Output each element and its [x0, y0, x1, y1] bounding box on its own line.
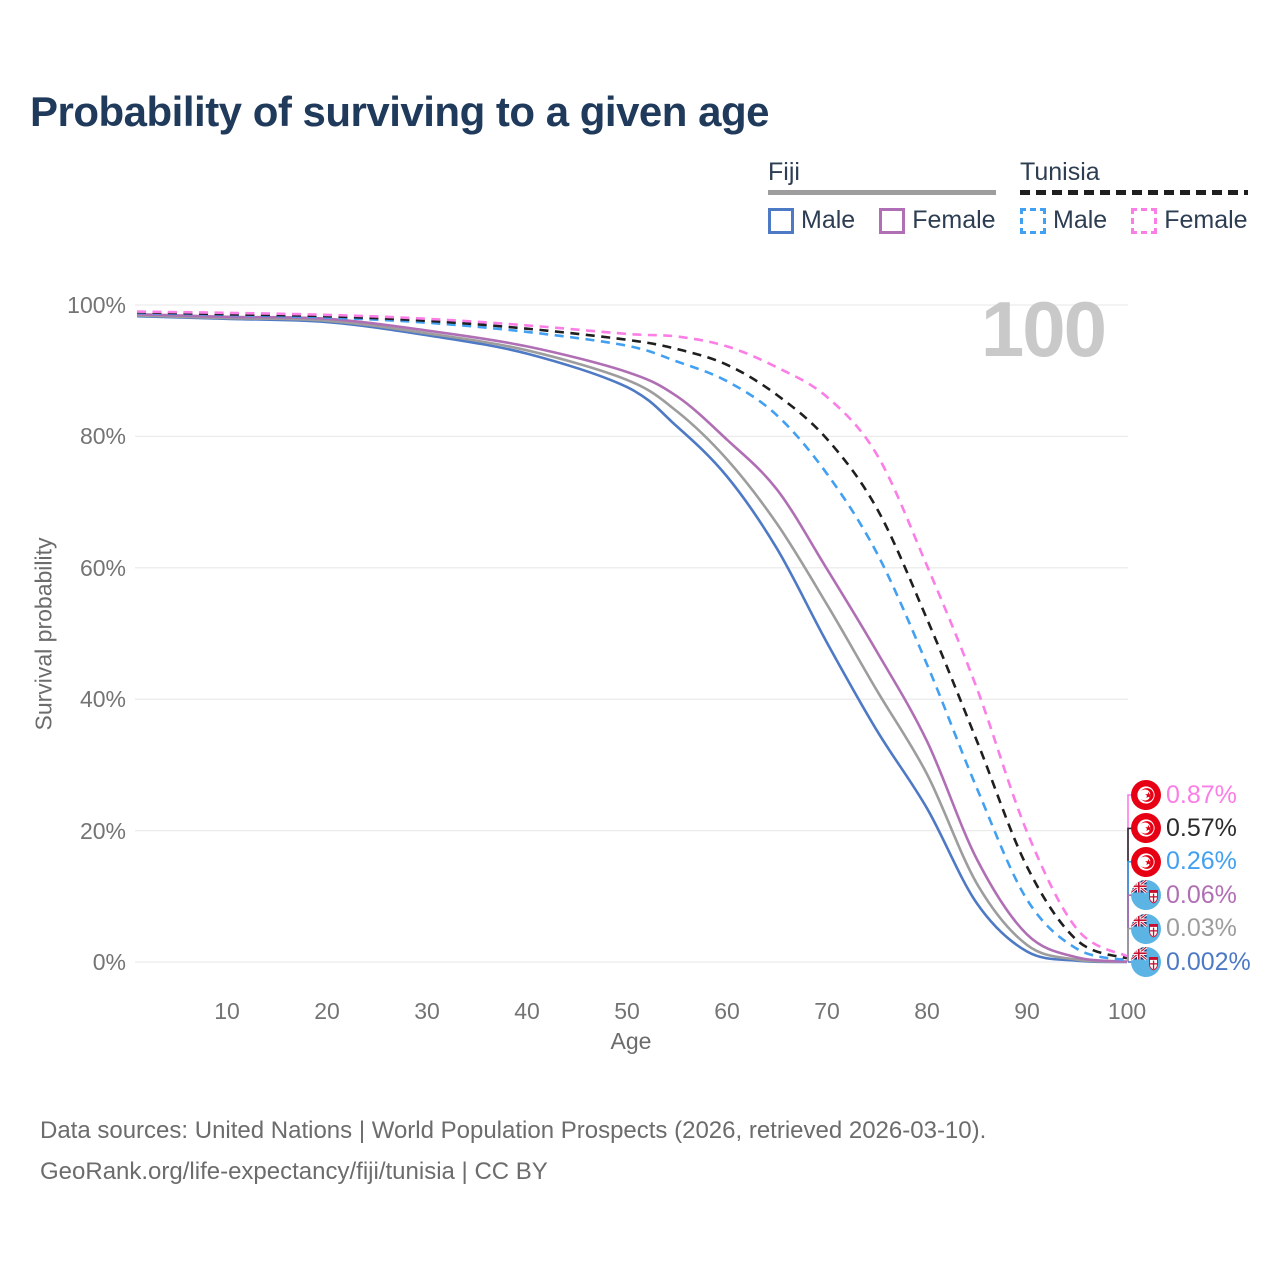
tunisia-flag-icon — [1131, 846, 1161, 877]
end-label-tunisia-female: 0.87% — [1131, 780, 1237, 810]
footer-line-2: GeoRank.org/life-expectancy/fiji/tunisia… — [40, 1158, 548, 1185]
end-label-value: 0.57% — [1166, 813, 1237, 842]
x-tick-label: 70 — [814, 998, 840, 1024]
tunisia-flag-icon — [1131, 813, 1161, 844]
legend-item-fiji-female[interactable]: Female — [879, 206, 996, 235]
legend-underline-tunisia — [1020, 190, 1248, 195]
end-label-tunisia-total: 0.57% — [1131, 813, 1237, 844]
curve-fiji-total[interactable] — [136, 314, 1128, 964]
end-label-value: 0.26% — [1166, 847, 1237, 876]
fiji-flag-icon — [1131, 880, 1161, 911]
legend-item-label: Male — [1053, 206, 1108, 234]
x-tick-label: 30 — [414, 998, 440, 1024]
x-tick-label: 60 — [714, 998, 740, 1024]
x-tick-label: 40 — [514, 998, 540, 1024]
x-tick-label: 10 — [214, 998, 240, 1024]
x-tick-label: 80 — [914, 998, 940, 1024]
hover-age-watermark: 100 — [980, 285, 1107, 373]
legend-swatch-tunisia-male — [1020, 207, 1046, 234]
tunisia-flag-icon — [1131, 780, 1161, 810]
legend-items-fiji: Male Female — [768, 206, 996, 235]
y-tick-label: 40% — [79, 686, 126, 713]
legend-swatch-tunisia-female — [1131, 207, 1158, 234]
footer-line-1: Data sources: United Nations | World Pop… — [40, 1117, 987, 1144]
end-label-value: 0.06% — [1166, 880, 1237, 909]
end-label-fiji-male: 0.002% — [1131, 947, 1251, 977]
legend-item-tunisia-male[interactable]: Male — [1020, 206, 1107, 235]
end-label-fiji-total: 0.03% — [1131, 913, 1237, 944]
legend-underline-fiji — [768, 190, 996, 195]
y-tick-label: 60% — [79, 554, 126, 581]
legend-swatch-fiji-female — [879, 207, 906, 234]
end-label-value: 0.002% — [1166, 947, 1251, 976]
legend-group-tunisia: Tunisia Male Female — [1020, 158, 1248, 235]
legend-item-tunisia-female[interactable]: Female — [1131, 206, 1248, 235]
legend-country-tunisia[interactable]: Tunisia — [1020, 158, 1100, 186]
legend-item-fiji-male[interactable]: Male — [768, 206, 855, 235]
page-title: Probability of surviving to a given age — [30, 88, 769, 135]
x-axis-title: Age — [610, 1028, 652, 1054]
fiji-flag-icon — [1131, 947, 1161, 977]
x-tick-label: 50 — [614, 998, 640, 1024]
end-label-value: 0.03% — [1166, 914, 1237, 943]
x-tick-label: 20 — [314, 998, 340, 1024]
fiji-flag-icon — [1131, 913, 1161, 944]
x-tick-label: 100 — [1107, 998, 1147, 1024]
curve-fiji-female[interactable] — [136, 312, 1128, 963]
legend-country-fiji[interactable]: Fiji — [768, 158, 800, 186]
end-label-fiji-female: 0.06% — [1131, 880, 1237, 911]
y-tick-label: 80% — [79, 423, 126, 450]
legend-item-label: Female — [912, 206, 996, 234]
data-sources-footer: Data sources: United Nations | World Pop… — [40, 1110, 986, 1192]
curve-fiji-male[interactable] — [136, 314, 1128, 964]
legend-group-fiji: Fiji Male Female — [768, 158, 996, 235]
legend-items-tunisia: Male Female — [1020, 206, 1248, 235]
legend-item-label: Female — [1164, 206, 1248, 234]
x-tick-label: 90 — [1014, 998, 1040, 1024]
y-tick-label: 100% — [67, 292, 126, 318]
end-label-value: 0.87% — [1166, 780, 1237, 809]
legend-item-label: Male — [801, 206, 856, 234]
curve-tunisia-female[interactable] — [136, 310, 1128, 958]
y-tick-label: 0% — [92, 949, 126, 975]
end-label-tunisia-male: 0.26% — [1131, 846, 1237, 877]
y-tick-label: 20% — [79, 817, 126, 844]
legend-swatch-fiji-male — [768, 207, 794, 234]
